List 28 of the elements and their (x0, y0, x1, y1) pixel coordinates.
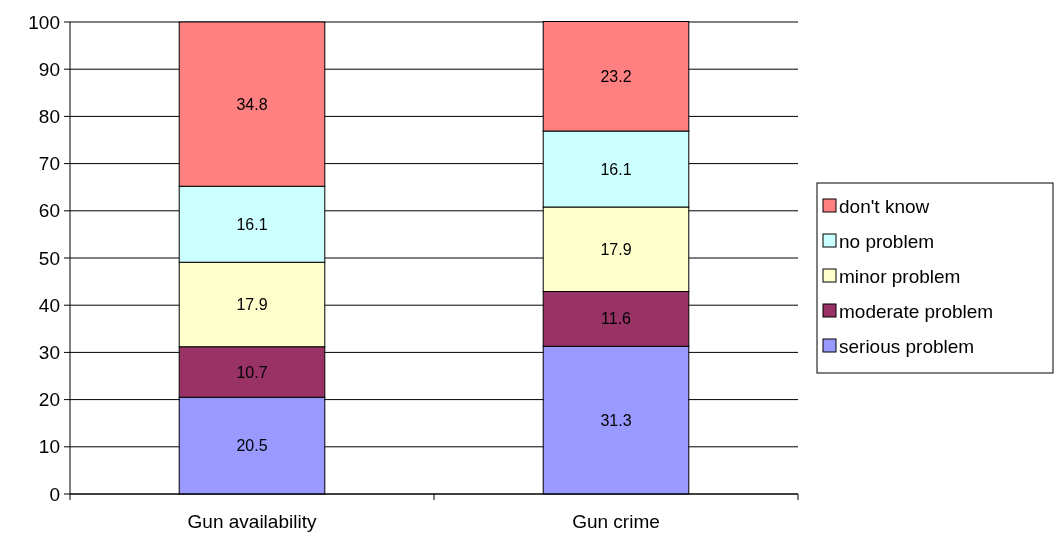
y-tick-label: 100 (28, 11, 60, 33)
y-tick-label: 90 (38, 58, 60, 80)
x-tick-label: Gun crime (572, 511, 660, 532)
y-tick-label: 50 (38, 247, 60, 269)
data-label: 17.9 (236, 296, 268, 314)
legend-label: serious problem (839, 335, 975, 357)
x-tick-label: Gun availability (187, 511, 317, 532)
data-label: 16.1 (600, 160, 632, 178)
data-label: 11.6 (601, 310, 632, 328)
y-tick-label: 70 (38, 153, 60, 175)
y-tick-label: 30 (38, 342, 60, 364)
data-label: 17.9 (600, 240, 632, 258)
data-label: 23.2 (600, 67, 632, 85)
y-tick-label: 10 (38, 436, 60, 458)
y-tick-label: 40 (38, 294, 60, 316)
y-tick-label: 80 (38, 106, 60, 128)
legend-label: minor problem (839, 265, 961, 287)
y-tick-label: 20 (38, 389, 60, 411)
y-tick-label: 0 (49, 483, 60, 505)
legend-label: no problem (839, 230, 935, 252)
data-label: 20.5 (236, 437, 268, 455)
data-label: 34.8 (236, 95, 268, 113)
y-tick-label: 60 (38, 200, 60, 222)
data-label: 16.1 (236, 215, 268, 233)
legend-label: moderate problem (839, 300, 994, 322)
data-label: 31.3 (600, 411, 632, 429)
data-label: 10.7 (236, 363, 268, 381)
legend-label: don't know (839, 195, 930, 217)
